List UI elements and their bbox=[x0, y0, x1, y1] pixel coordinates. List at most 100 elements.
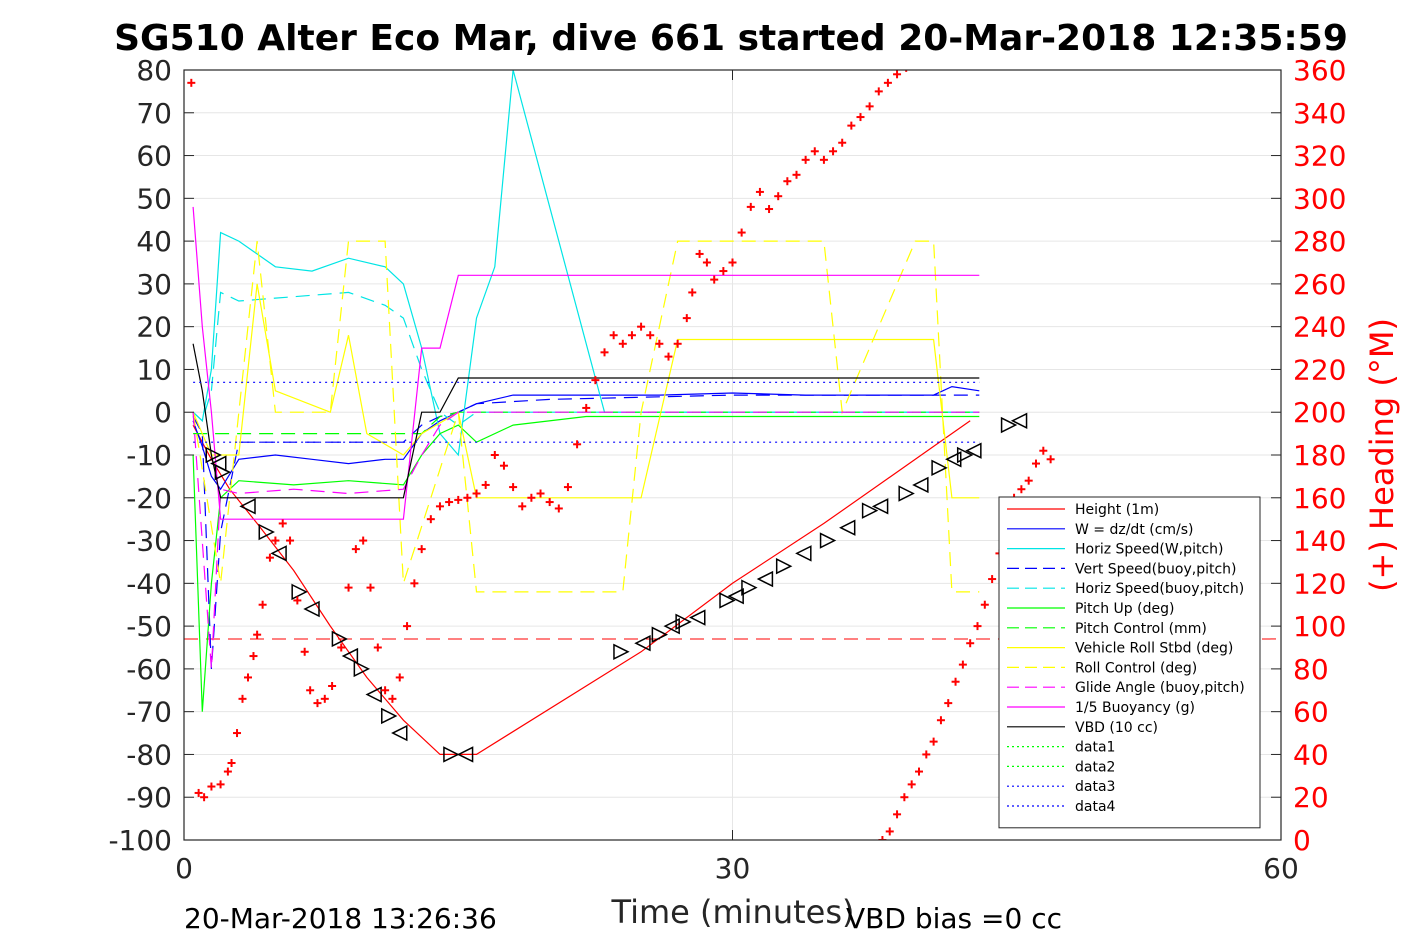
y-tick-label: -60 bbox=[126, 653, 172, 686]
heading-point bbox=[271, 536, 280, 545]
heading-point bbox=[223, 767, 232, 776]
legend-item: Horiz Speed(W,pitch) bbox=[1007, 542, 1223, 558]
legend-item: data4 bbox=[1007, 799, 1116, 815]
heading-point bbox=[527, 493, 536, 502]
series-line-10 bbox=[192, 206, 980, 520]
heading-point bbox=[737, 228, 746, 237]
heading-point bbox=[874, 87, 883, 96]
legend-label: Height (1m) bbox=[1075, 502, 1159, 518]
dive-marker bbox=[965, 442, 982, 459]
dive-marker bbox=[775, 558, 793, 575]
legend-label: Roll Control (deg) bbox=[1075, 660, 1197, 676]
heading-point bbox=[765, 205, 774, 214]
heading-point bbox=[499, 461, 508, 470]
heading-point bbox=[395, 673, 404, 682]
dive-marker bbox=[839, 519, 856, 536]
heading-point bbox=[847, 121, 856, 130]
dive-marker bbox=[443, 746, 460, 763]
y2-tick-label: 320 bbox=[1293, 140, 1346, 173]
heading-point bbox=[445, 498, 454, 507]
heading-point bbox=[207, 782, 216, 791]
heading-point bbox=[194, 788, 203, 797]
dive-marker bbox=[239, 498, 256, 515]
y2-tick-label: 180 bbox=[1293, 439, 1346, 472]
heading-point bbox=[366, 583, 375, 592]
heading-point bbox=[1024, 476, 1033, 485]
heading-point bbox=[320, 694, 329, 703]
legend-label: data4 bbox=[1075, 799, 1116, 815]
heading-point bbox=[646, 331, 655, 340]
y-tick-label: 50 bbox=[136, 182, 172, 215]
heading-point bbox=[328, 682, 337, 690]
legend-item: Glide Angle (buoy,pitch) bbox=[1007, 680, 1245, 696]
heading-point bbox=[878, 836, 887, 840]
heading-point bbox=[792, 170, 801, 179]
heading-point bbox=[883, 78, 892, 87]
legend-label: Pitch Control (mm) bbox=[1075, 621, 1207, 637]
y2-tick-label: 260 bbox=[1293, 268, 1346, 301]
heading-point bbox=[1046, 455, 1055, 464]
legend-item: Horiz Speed(buoy,pitch) bbox=[1007, 581, 1244, 597]
heading-point bbox=[554, 504, 563, 513]
y2-tick-label: 40 bbox=[1293, 738, 1329, 771]
y2-tick-label: 360 bbox=[1293, 54, 1346, 87]
x-tick-label: 30 bbox=[715, 852, 751, 885]
dive-marker bbox=[456, 746, 474, 763]
dive-marker bbox=[291, 583, 308, 601]
heading-point bbox=[893, 70, 902, 79]
dive-marker bbox=[1010, 412, 1028, 429]
heading-point bbox=[719, 267, 728, 276]
legend-label: data2 bbox=[1075, 759, 1115, 775]
heading-point bbox=[922, 750, 931, 759]
dive-marker bbox=[912, 476, 929, 494]
heading-point bbox=[454, 495, 463, 504]
legend-item: 1/5 Buoyancy (g) bbox=[1007, 700, 1195, 716]
heading-point bbox=[388, 694, 397, 703]
heading-point bbox=[306, 686, 315, 695]
legend-item: Roll Control (deg) bbox=[1007, 660, 1197, 676]
legend-label: Vert Speed(buoy,pitch) bbox=[1075, 561, 1237, 577]
heading-point bbox=[936, 716, 945, 725]
y-tick-label: -30 bbox=[126, 525, 172, 558]
dive-marker bbox=[741, 579, 758, 596]
y-axis-right: 3603403203002802602402202001801601401201… bbox=[1271, 54, 1346, 857]
y-tick-label: 30 bbox=[136, 268, 172, 301]
y2-tick-label: 220 bbox=[1293, 353, 1346, 386]
heading-point bbox=[627, 331, 636, 340]
heading-point bbox=[426, 515, 435, 524]
dive-marker bbox=[689, 609, 706, 626]
legend-item: data2 bbox=[1007, 759, 1115, 775]
y2-tick-label: 20 bbox=[1293, 781, 1329, 814]
heading-point bbox=[1039, 446, 1048, 455]
series-line-8 bbox=[192, 240, 980, 593]
heading-point bbox=[337, 643, 346, 652]
legend-label: 1/5 Buoyancy (g) bbox=[1075, 700, 1195, 716]
heading-point bbox=[410, 579, 419, 588]
y-tick-label: -90 bbox=[126, 781, 172, 814]
chart-title: SG510 Alter Eco Mar, dive 661 started 20… bbox=[114, 18, 1348, 59]
heading-point bbox=[664, 352, 673, 361]
heading-point bbox=[238, 694, 247, 703]
heading-point bbox=[243, 673, 252, 682]
dive-marker bbox=[945, 451, 962, 468]
legend-label: Horiz Speed(buoy,pitch) bbox=[1075, 581, 1244, 597]
y-tick-label: -10 bbox=[126, 439, 172, 472]
y2-tick-label: 120 bbox=[1293, 567, 1346, 600]
y-tick-label: 10 bbox=[136, 353, 172, 386]
x-axis: 0 30 60 bbox=[175, 70, 1299, 885]
heading-point bbox=[545, 498, 554, 507]
legend-item: Pitch Control (mm) bbox=[1007, 621, 1207, 637]
heading-point bbox=[774, 192, 783, 201]
heading-point bbox=[359, 536, 368, 545]
dive-marker bbox=[663, 617, 680, 635]
legend: Height (1m) W = dz/dt (cm/s) Horiz Speed(W… bbox=[998, 496, 1261, 829]
heading-point bbox=[682, 314, 691, 323]
y2-tick-label: 300 bbox=[1293, 182, 1346, 215]
y-tick-label: -100 bbox=[108, 824, 172, 857]
y-tick-label: 60 bbox=[136, 140, 172, 173]
heading-point bbox=[801, 155, 810, 164]
legend-label: data3 bbox=[1075, 779, 1115, 795]
series-line-11 bbox=[192, 343, 980, 499]
y2-tick-label: 0 bbox=[1293, 824, 1311, 857]
